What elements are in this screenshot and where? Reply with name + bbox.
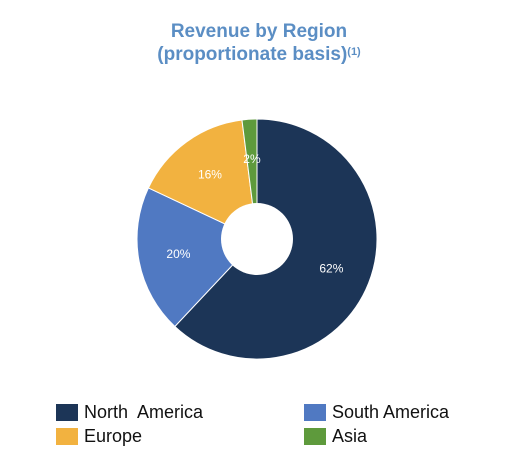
legend-label-asia: Asia xyxy=(332,426,368,446)
slice-label-asia: 2% xyxy=(243,152,261,166)
legend-item-europe: Europe xyxy=(56,426,142,447)
legend-item-asia: Asia xyxy=(304,426,367,447)
chart-title: Revenue by Region (proportionate basis)(… xyxy=(0,20,518,66)
footnote-marker: (1) xyxy=(347,46,361,58)
legend-label-europe: Europe xyxy=(84,426,143,446)
slice-label-north-america: 62% xyxy=(319,261,343,275)
legend-swatch-asia xyxy=(304,428,326,445)
legend-item-south-america: South America xyxy=(304,402,449,423)
slice-label-south-america: 20% xyxy=(166,247,190,261)
donut-hole xyxy=(221,203,293,275)
slice-europe xyxy=(147,119,258,240)
legend-swatch-south-america xyxy=(304,404,326,421)
slice-south-america xyxy=(136,187,258,328)
chart-subtitle-text: (proportionate basis) xyxy=(157,44,348,65)
legend-swatch-north-america xyxy=(56,404,78,421)
legend-swatch-europe xyxy=(56,428,78,445)
legend-label-north-america: North America xyxy=(84,402,204,422)
legend-label-south-america: South America xyxy=(332,402,450,422)
chart-subtitle: (proportionate basis)(1) xyxy=(0,43,518,66)
slice-label-europe: 16% xyxy=(198,167,222,181)
slice-label-group: 62% 20% 16% 2% xyxy=(166,152,343,275)
legend-item-north-america: North America xyxy=(56,402,203,423)
chart-title-main: Revenue by Region xyxy=(170,21,348,42)
